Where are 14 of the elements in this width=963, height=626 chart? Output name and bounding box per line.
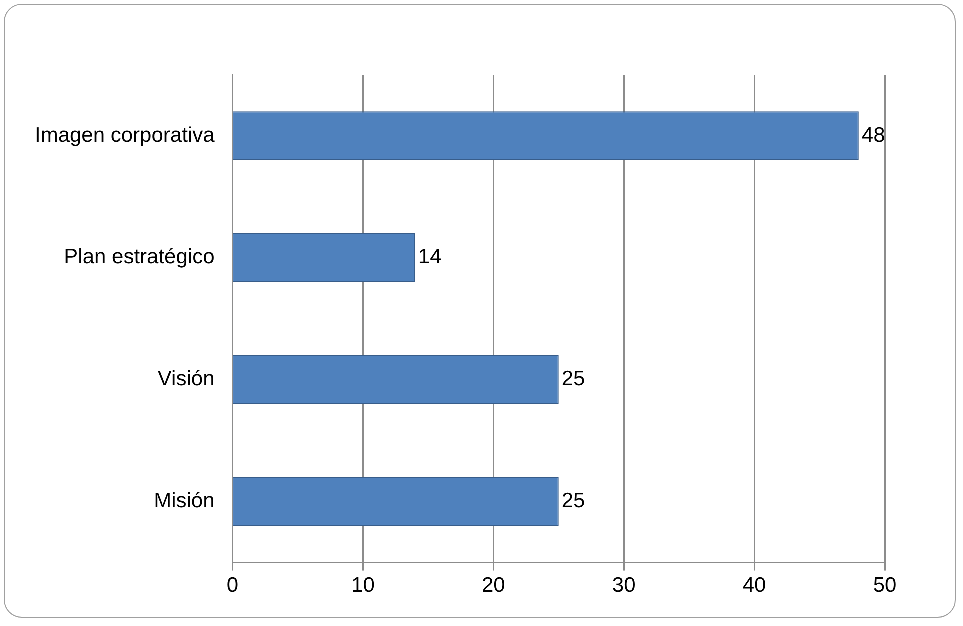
data-label: 48 [862,124,886,147]
data-label: 14 [418,246,442,269]
x-tick-label: 50 [873,574,897,598]
x-tick-label: 10 [352,574,375,598]
x-tick-label: 40 [742,574,766,598]
x-tick-label: 30 [612,574,636,598]
y-tick-label: Misión [154,490,215,513]
data-label: 25 [562,490,586,513]
data-label: 25 [562,368,586,391]
y-tick-label: Visión [158,368,215,391]
y-tick-label: Imagen corporativa [34,124,216,147]
y-tick-label: Plan estratégico [64,246,215,269]
x-tick-label: 0 [226,574,239,598]
x-tick-label: 20 [482,574,506,598]
